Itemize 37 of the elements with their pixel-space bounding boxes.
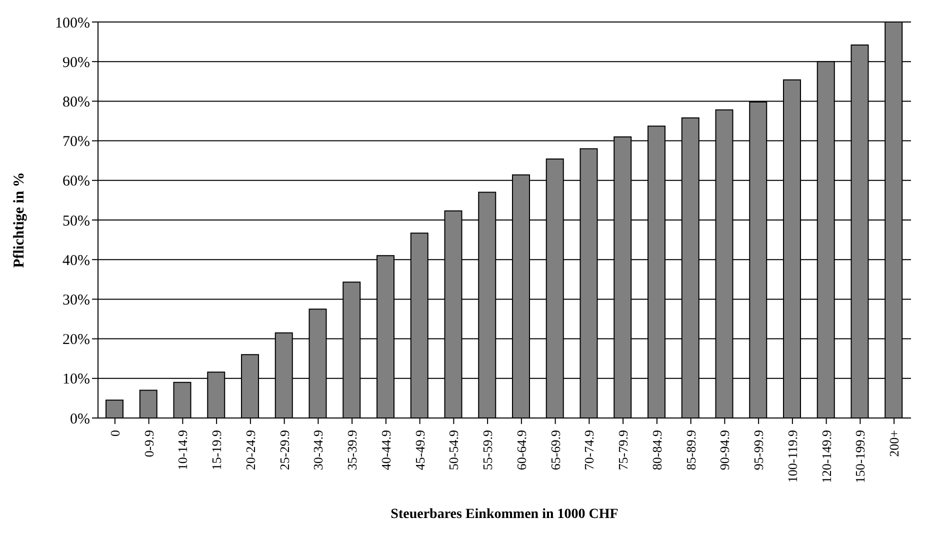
y-tick-label: 60%	[62, 174, 90, 190]
x-tick-label: 80-84.9	[649, 430, 664, 470]
x-tick-label: 150-199.9	[852, 430, 868, 484]
x-tick-label: 65-69.9	[548, 430, 563, 470]
x-tick-label: 45-49.9	[412, 430, 428, 470]
x-tick-label: 75-79.9	[616, 430, 631, 470]
x-tick-label: 0-9.9	[141, 430, 156, 458]
y-tick-label: 40%	[62, 252, 90, 269]
x-tick-label: 20-24.9	[242, 430, 258, 470]
x-tick-label: 40-44.9	[378, 430, 394, 470]
x-tick-label: 90-94.9	[717, 430, 732, 470]
x-tick-label: 50-54.9	[446, 430, 462, 470]
y-tick-label: 20%	[62, 332, 90, 348]
x-tick-label: 95-99.9	[751, 430, 766, 470]
y-axis-title: Pflichtige in %	[11, 172, 28, 268]
y-tick-label: 50%	[62, 213, 90, 230]
x-tick-label: 30-34.9	[310, 430, 326, 470]
x-tick-label: 10-14.9	[175, 430, 190, 470]
y-tick-label: 30%	[62, 292, 90, 309]
y-tick-label: 80%	[62, 94, 90, 111]
x-axis-title: Steuerbares Einkommen in 1000 CHF	[390, 507, 618, 522]
x-tick-label: 60-64.9	[514, 430, 529, 470]
x-tick-label: 100-119.9	[784, 430, 800, 483]
y-tick-label: 90%	[62, 54, 90, 71]
y-tick-label: 10%	[62, 372, 90, 388]
x-tick-label: 35-39.9	[344, 430, 360, 470]
x-tick-label: 85-89.9	[683, 430, 698, 470]
y-tick-label: 100%	[55, 15, 90, 32]
x-tick-label: 70-74.9	[582, 430, 597, 470]
x-tick-label: 120-149.9	[818, 430, 834, 484]
x-tick-label: 200+	[886, 430, 902, 457]
x-tick-label: 0	[107, 430, 122, 436]
y-tick-label: 0%	[70, 411, 90, 428]
x-tick-label: 15-19.9	[209, 430, 224, 470]
y-tick-label: 70%	[62, 134, 90, 150]
x-tick-label: 25-29.9	[276, 430, 292, 470]
x-tick-label: 55-59.9	[480, 430, 496, 470]
